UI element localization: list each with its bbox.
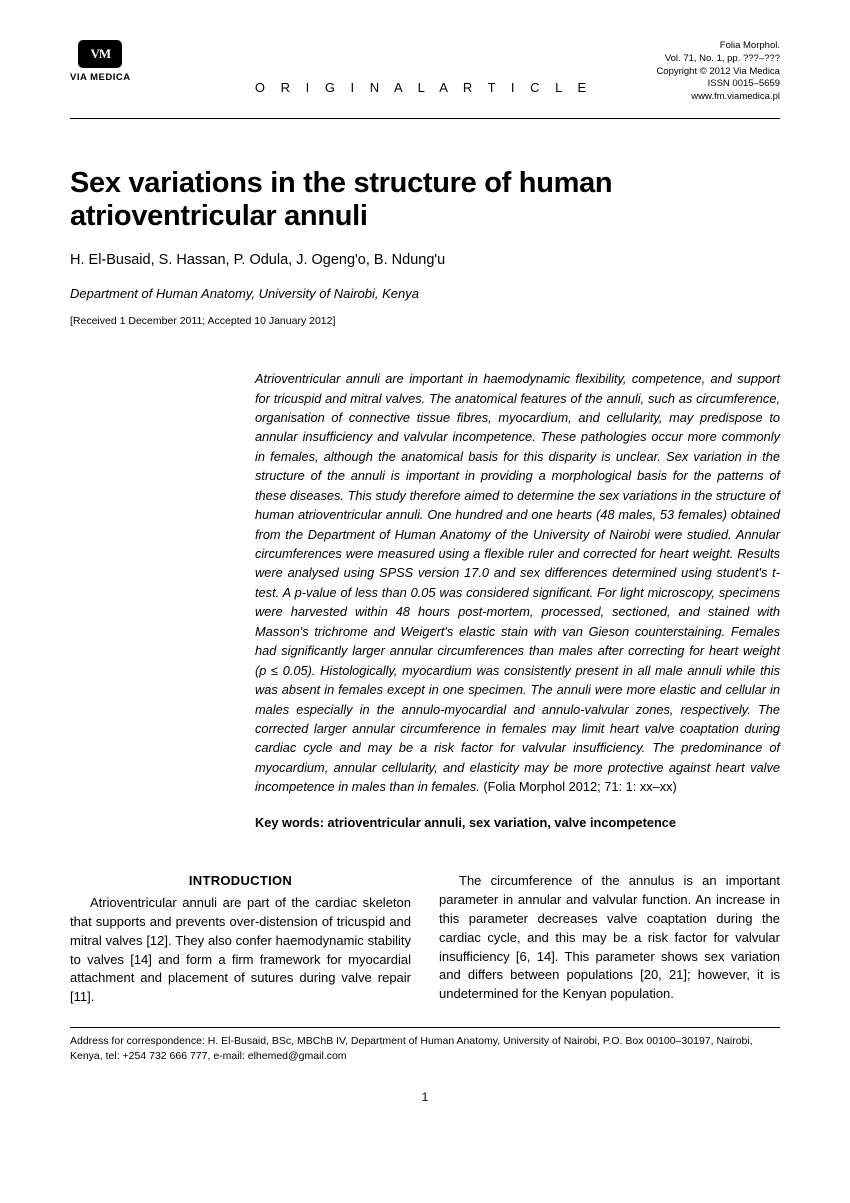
paragraph: The circumference of the annulus is an i…	[439, 872, 780, 1004]
author-list: H. El-Busaid, S. Hassan, P. Odula, J. Og…	[70, 250, 780, 271]
abstract-citation: (Folia Morphol 2012; 71: 1: xx–xx)	[480, 779, 677, 794]
affiliation: Department of Human Anatomy, University …	[70, 285, 780, 304]
publisher-name: VIA MEDICA	[70, 71, 131, 85]
abstract-text: Atrioventricular annuli are important in…	[255, 369, 780, 797]
column-right: The circumference of the annulus is an i…	[439, 872, 780, 1007]
journal-volume: Vol. 71, No. 1, pp. ???–???	[656, 53, 780, 66]
column-left: INTRODUCTION Atrioventricular annuli are…	[70, 872, 411, 1007]
paragraph: Atrioventricular annuli are part of the …	[70, 894, 411, 1007]
abstract-body: Atrioventricular annuli are important in…	[255, 371, 780, 794]
journal-url: www.fm.viamedica.pl	[656, 91, 780, 104]
journal-copyright: Copyright © 2012 Via Medica	[656, 66, 780, 79]
correspondence-footer: Address for correspondence: H. El-Busaid…	[70, 1027, 780, 1063]
keywords: Key words: atrioventricular annuli, sex …	[255, 813, 780, 832]
article-type-label: O R I G I N A L A R T I C L E	[255, 79, 592, 104]
journal-meta: Folia Morphol. Vol. 71, No. 1, pp. ???–?…	[656, 40, 780, 104]
journal-name: Folia Morphol.	[656, 40, 780, 53]
article-dates: [Received 1 December 2011; Accepted 10 J…	[70, 314, 780, 329]
publisher-logo: VM VIA MEDICA	[70, 40, 131, 85]
abstract-block: Atrioventricular annuli are important in…	[255, 369, 780, 832]
body-columns: INTRODUCTION Atrioventricular annuli are…	[70, 872, 780, 1007]
article-title: Sex variations in the structure of human…	[70, 167, 780, 232]
page-number: 1	[70, 1089, 780, 1106]
logo-mark-icon: VM	[78, 40, 122, 68]
journal-issn: ISSN 0015–5659	[656, 78, 780, 91]
page-header: VM VIA MEDICA O R I G I N A L A R T I C …	[70, 40, 780, 119]
section-heading-introduction: INTRODUCTION	[70, 872, 411, 891]
